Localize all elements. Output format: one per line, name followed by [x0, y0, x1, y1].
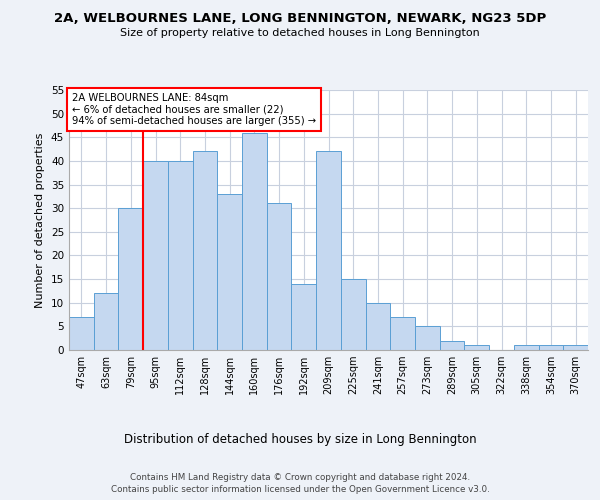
Bar	[118, 208, 143, 350]
Text: Contains HM Land Registry data © Crown copyright and database right 2024.: Contains HM Land Registry data © Crown c…	[130, 472, 470, 482]
Text: Contains public sector information licensed under the Open Government Licence v3: Contains public sector information licen…	[110, 485, 490, 494]
Text: 2A WELBOURNES LANE: 84sqm
← 6% of detached houses are smaller (22)
94% of semi-d: 2A WELBOURNES LANE: 84sqm ← 6% of detach…	[71, 92, 316, 126]
Bar	[316, 152, 341, 350]
Bar	[415, 326, 440, 350]
Bar	[365, 302, 390, 350]
Text: Size of property relative to detached houses in Long Bennington: Size of property relative to detached ho…	[120, 28, 480, 38]
Bar	[267, 204, 292, 350]
Bar	[69, 317, 94, 350]
Text: Distribution of detached houses by size in Long Bennington: Distribution of detached houses by size …	[124, 432, 476, 446]
Bar	[563, 346, 588, 350]
Bar	[390, 317, 415, 350]
Bar	[193, 152, 217, 350]
Bar	[464, 346, 489, 350]
Text: 2A, WELBOURNES LANE, LONG BENNINGTON, NEWARK, NG23 5DP: 2A, WELBOURNES LANE, LONG BENNINGTON, NE…	[54, 12, 546, 26]
Bar	[539, 346, 563, 350]
Bar	[242, 132, 267, 350]
Y-axis label: Number of detached properties: Number of detached properties	[35, 132, 46, 308]
Bar	[217, 194, 242, 350]
Bar	[94, 294, 118, 350]
Bar	[292, 284, 316, 350]
Bar	[440, 340, 464, 350]
Bar	[341, 279, 365, 350]
Bar	[143, 161, 168, 350]
Bar	[514, 346, 539, 350]
Bar	[168, 161, 193, 350]
